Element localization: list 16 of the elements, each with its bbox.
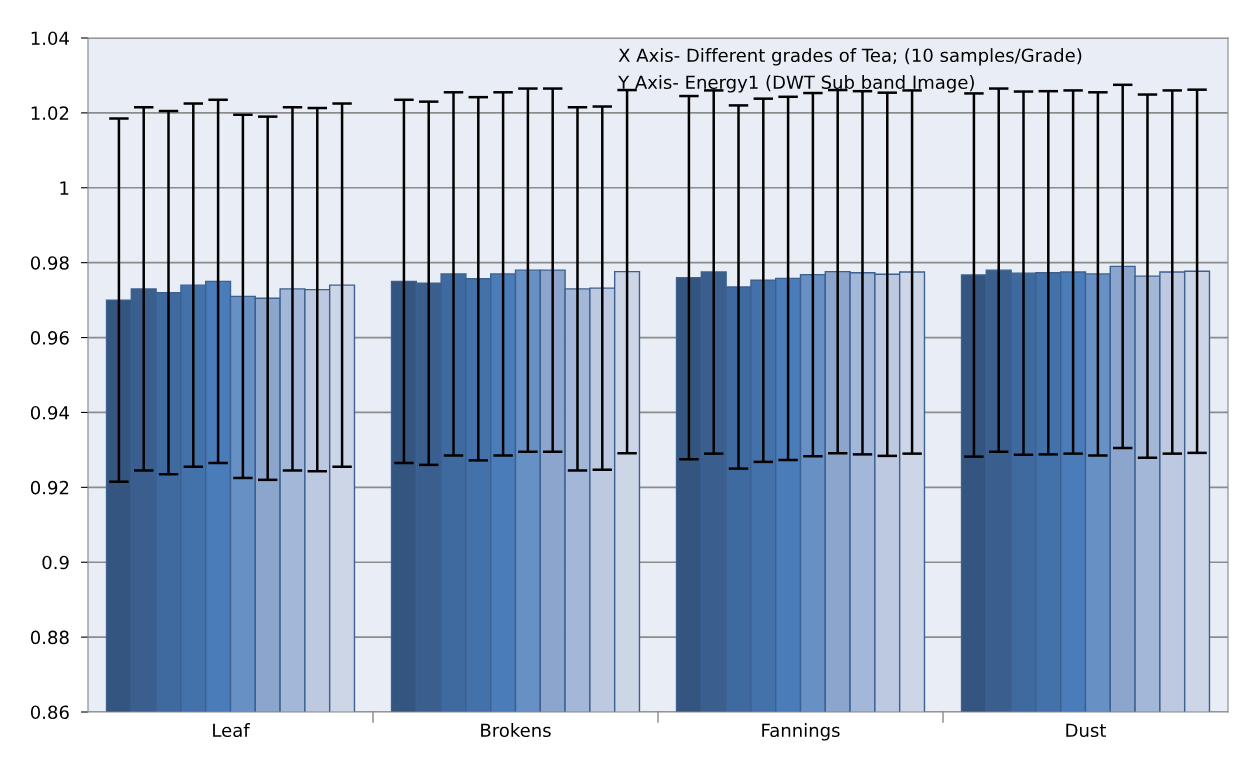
y-tick-label: 0.86	[30, 705, 69, 720]
y-tick-label: 1	[60, 181, 69, 195]
y-tick-label: 0.92	[30, 480, 69, 495]
x-tick-label: Fannings	[762, 723, 840, 741]
y-tick-label: 0.98	[30, 256, 69, 270]
y-tick-label: 1.04	[31, 31, 69, 46]
y-tick-label: 0.9	[42, 555, 69, 570]
annotation: Y Axis- Energy1 (DWT Sub band Image)	[618, 75, 974, 93]
x-tick-label: Brokens	[481, 723, 551, 738]
x-tick-label: Dust	[1066, 723, 1106, 738]
y-tick-label: 0.88	[30, 630, 69, 645]
y-tick-label: 0.94	[30, 405, 69, 420]
annotation: X Axis- Different grades of Tea; (10 samples/Grade)	[618, 48, 1082, 66]
x-tick-label: Leaf	[213, 723, 250, 738]
y-tick-label: 1.02	[31, 106, 69, 121]
y-tick-label: 0.96	[30, 331, 69, 345]
